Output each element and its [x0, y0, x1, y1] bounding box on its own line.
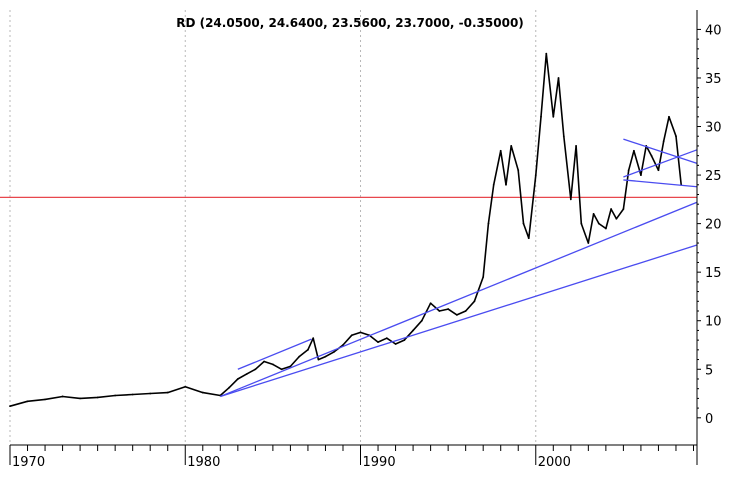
price-point	[447, 308, 450, 310]
x-tick-label: 1980	[187, 455, 220, 470]
price-point	[61, 395, 64, 398]
trend-lines	[220, 138, 698, 398]
y-tick-label: 30	[705, 121, 722, 136]
price-point	[610, 208, 613, 210]
x-tick-label: 1970	[12, 455, 45, 470]
trend-line	[237, 338, 312, 370]
price-point	[464, 310, 467, 312]
x-tick-label: 2000	[538, 455, 571, 470]
price-point	[580, 222, 583, 225]
price-point	[615, 217, 618, 220]
price-point	[569, 198, 572, 201]
chart-title: RD (24.0500, 24.6400, 23.5600, 23.7000, …	[176, 16, 524, 30]
trend-line	[623, 138, 698, 165]
price-point	[575, 145, 577, 147]
trend-line	[220, 244, 698, 398]
price-point	[271, 363, 274, 366]
price-point	[534, 174, 537, 176]
price-point	[307, 348, 309, 351]
price-point	[557, 77, 560, 79]
price-point	[96, 396, 99, 399]
price-point	[552, 115, 555, 118]
price-point	[201, 391, 204, 394]
price-point	[527, 237, 530, 240]
price-point	[604, 227, 607, 230]
price-point	[522, 222, 525, 225]
price-point	[517, 169, 520, 172]
y-tick-label: 40	[705, 23, 722, 38]
price-point	[289, 365, 292, 368]
price-point	[482, 276, 485, 278]
price-point	[675, 135, 677, 138]
price-point	[377, 341, 379, 343]
price-point	[545, 52, 548, 55]
price-point	[359, 331, 362, 334]
trend-line	[623, 179, 698, 188]
price-point	[184, 385, 187, 388]
price-point	[627, 169, 630, 172]
y-tick-label: 0	[705, 412, 713, 427]
price-point	[487, 222, 490, 225]
price-point	[403, 339, 406, 342]
price-point	[540, 115, 542, 118]
price-point	[597, 222, 600, 225]
price-point	[562, 135, 565, 138]
price-point	[280, 368, 283, 371]
y-tick-label: 5	[705, 363, 713, 378]
price-point	[236, 378, 239, 380]
price-point	[312, 337, 315, 340]
price-point	[633, 149, 635, 152]
axes: 0 5 10 15 20 25 30 35 40 1970 1980 1990 2000	[9, 10, 722, 470]
price-point	[394, 343, 397, 345]
price-point	[298, 355, 301, 358]
price-point	[668, 115, 670, 118]
price-series	[9, 52, 683, 408]
price-point	[456, 313, 458, 316]
y-tick-label: 15	[705, 266, 722, 281]
price-point	[587, 242, 590, 244]
x-tick-label: 1990	[363, 455, 396, 470]
price-point	[420, 319, 423, 322]
y-tick-label: 10	[705, 315, 722, 330]
price-point	[79, 397, 82, 400]
price-point	[263, 360, 266, 363]
price-point	[131, 393, 134, 396]
price-point	[412, 329, 414, 332]
price-point	[473, 300, 476, 303]
y-tick-label: 35	[705, 72, 722, 87]
price-point	[44, 398, 46, 401]
price-point	[317, 358, 320, 361]
price-point	[149, 392, 152, 395]
price-point	[333, 350, 336, 353]
price-point	[505, 183, 507, 186]
trend-line	[623, 149, 698, 178]
price-point	[228, 386, 230, 389]
price-point	[385, 337, 388, 340]
price-point	[662, 140, 665, 142]
price-line	[9, 52, 682, 407]
price-point	[640, 174, 642, 176]
price-point	[429, 302, 432, 305]
price-point	[492, 183, 495, 186]
price-point	[342, 344, 344, 346]
price-point	[622, 208, 625, 210]
y-tick-label: 25	[705, 169, 722, 184]
y-tick-label: 20	[705, 218, 722, 233]
price-point	[166, 391, 169, 394]
price-point	[324, 355, 327, 358]
price-point	[510, 145, 513, 147]
price-point	[350, 334, 353, 337]
price-point	[114, 394, 117, 397]
price-point	[254, 368, 257, 371]
price-point	[438, 310, 441, 312]
price-point	[499, 149, 502, 152]
price-point	[657, 169, 660, 172]
price-point	[245, 373, 248, 376]
trend-line	[220, 201, 698, 398]
price-point	[650, 154, 653, 157]
price-point	[26, 400, 29, 403]
price-point	[9, 405, 11, 408]
price-point	[592, 213, 595, 215]
